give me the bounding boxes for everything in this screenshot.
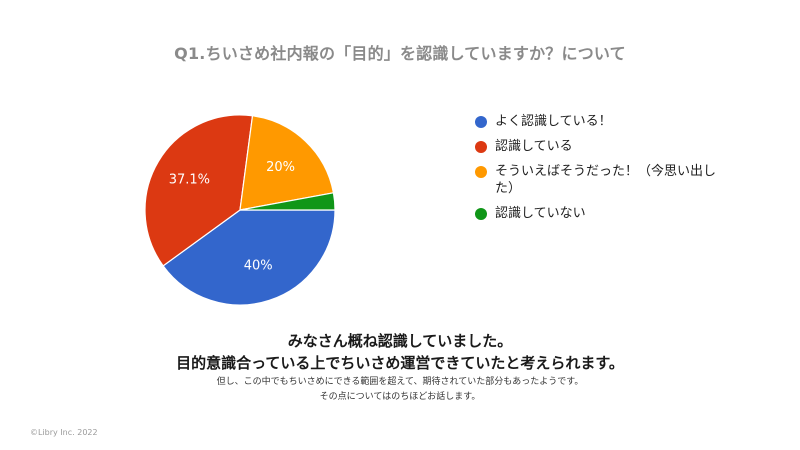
legend-label: 認識している [495, 139, 573, 154]
pie-chart: 40% 37.1% 20% [144, 114, 336, 306]
legend-swatch [475, 166, 487, 178]
summary-message: みなさん概ね認識していました。 目的意識合っている上でちいさめ運営できていたと考… [0, 330, 800, 404]
legend-item-remembered: そういえばそうだった！（今思い出した） [475, 163, 725, 197]
slice-well-aware [162, 209, 336, 306]
slice-remembered [239, 115, 335, 211]
slice-label-well-aware: 40% [244, 259, 273, 274]
slice-not-aware [239, 192, 336, 211]
legend-item-not-aware: 認識していない [475, 205, 725, 222]
summary-note-2: その点についてはのちほどお話します。 [319, 392, 481, 402]
legend-swatch [475, 208, 487, 220]
slice-aware [144, 114, 254, 267]
summary-line-2: 目的意識合っている上でちいさめ運営できていたと考えられます。 [176, 354, 624, 372]
legend-label: そういえばそうだった！（今思い出した） [495, 164, 717, 196]
legend-label: よく認識している！ [495, 114, 612, 129]
copyright: ©Libry Inc. 2022 [30, 428, 98, 437]
legend-label: 認識していない [495, 206, 586, 221]
legend: よく認識している！ 認識している そういえばそうだった！（今思い出した） 認識し… [475, 113, 725, 230]
slice-label-aware: 37.1% [169, 172, 210, 187]
legend-item-well-aware: よく認識している！ [475, 113, 725, 130]
summary-line-1: みなさん概ね認識していました。 [287, 332, 513, 350]
legend-item-aware: 認識している [475, 138, 725, 155]
legend-swatch [475, 141, 487, 153]
chart-title: Q1.ちいさめ社内報の「目的」を認識していますか？について [174, 44, 626, 63]
summary-note-1: 但し、この中でもちいさめにできる範囲を超えて、期待されていた部分もあったようです… [216, 377, 584, 387]
legend-swatch [475, 116, 487, 128]
slice-label-remembered: 20% [266, 160, 295, 175]
